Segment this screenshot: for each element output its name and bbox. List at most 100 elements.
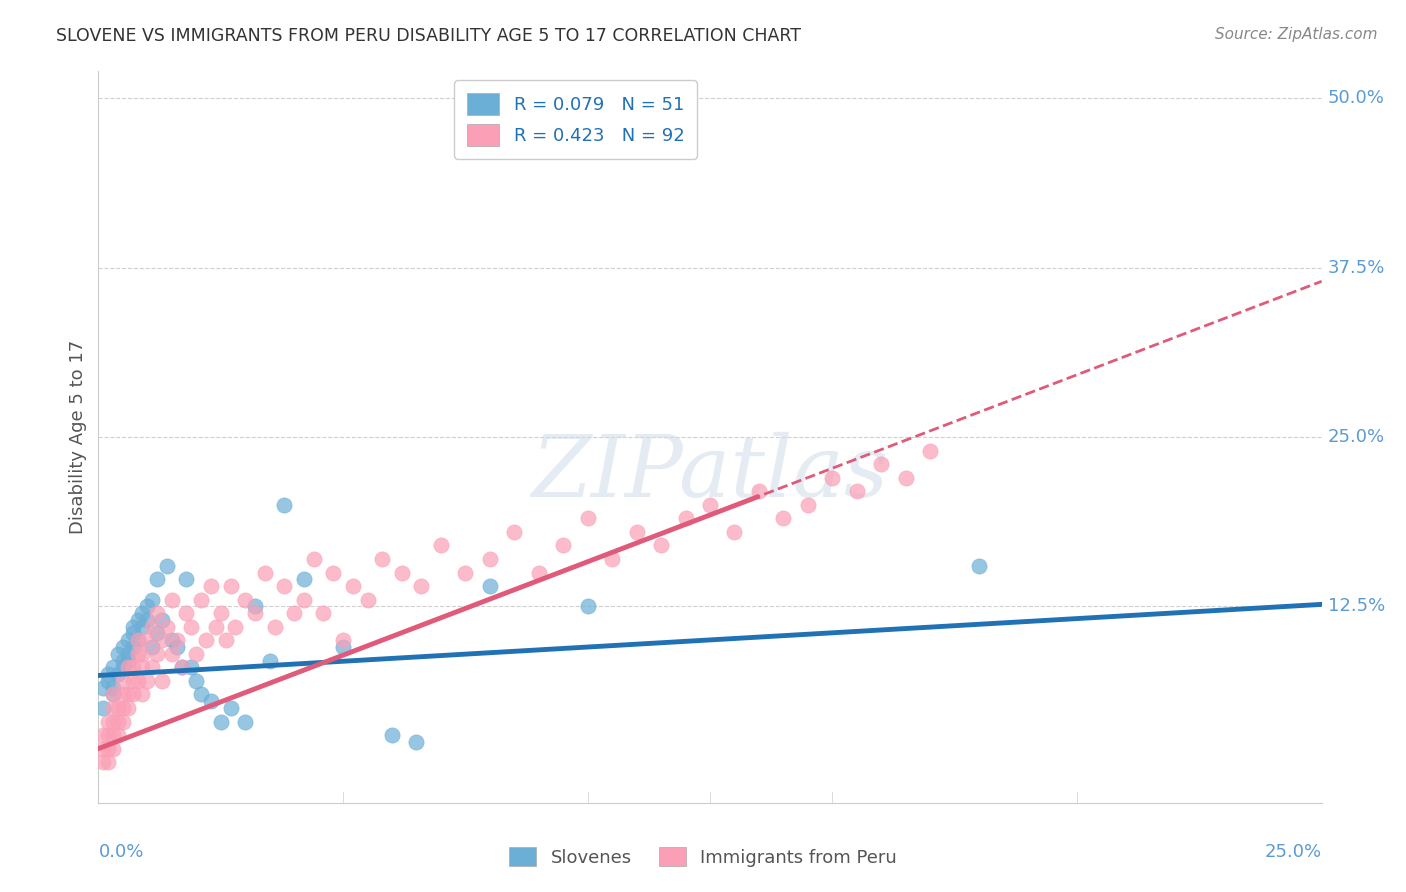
Point bbox=[136, 599, 159, 614]
Point bbox=[411, 579, 433, 593]
Point bbox=[259, 654, 281, 668]
Point bbox=[527, 566, 550, 580]
Point bbox=[117, 660, 139, 674]
Point bbox=[503, 524, 526, 539]
Point bbox=[146, 626, 169, 640]
Point bbox=[156, 558, 179, 573]
Point bbox=[209, 714, 232, 729]
Point bbox=[894, 471, 917, 485]
Point bbox=[117, 701, 139, 715]
Point bbox=[131, 688, 153, 702]
Text: 12.5%: 12.5% bbox=[1327, 598, 1385, 615]
Point bbox=[101, 660, 124, 674]
Point bbox=[576, 599, 599, 614]
Text: 25.0%: 25.0% bbox=[1327, 428, 1385, 446]
Point bbox=[176, 572, 198, 586]
Point bbox=[342, 579, 364, 593]
Point bbox=[160, 633, 183, 648]
Point bbox=[131, 660, 153, 674]
Point bbox=[576, 511, 599, 525]
Point bbox=[146, 606, 169, 620]
Point bbox=[626, 524, 648, 539]
Point bbox=[146, 647, 169, 661]
Text: ZIPatlas: ZIPatlas bbox=[531, 433, 889, 515]
Point bbox=[121, 660, 143, 674]
Point bbox=[101, 728, 124, 742]
Point bbox=[91, 701, 114, 715]
Point bbox=[273, 579, 295, 593]
Point bbox=[214, 633, 236, 648]
Point bbox=[141, 620, 163, 634]
Point bbox=[136, 673, 159, 688]
Point bbox=[150, 633, 173, 648]
Point bbox=[292, 592, 315, 607]
Point bbox=[101, 714, 124, 729]
Point bbox=[136, 613, 159, 627]
Point bbox=[160, 592, 183, 607]
Text: 25.0%: 25.0% bbox=[1264, 843, 1322, 861]
Point bbox=[111, 688, 134, 702]
Legend: R = 0.079   N = 51, R = 0.423   N = 92: R = 0.079 N = 51, R = 0.423 N = 92 bbox=[454, 80, 697, 159]
Point bbox=[97, 741, 120, 756]
Point bbox=[127, 613, 149, 627]
Point bbox=[111, 701, 134, 715]
Point bbox=[243, 599, 266, 614]
Point bbox=[405, 735, 427, 749]
Text: Source: ZipAtlas.com: Source: ZipAtlas.com bbox=[1215, 27, 1378, 42]
Point bbox=[91, 681, 114, 695]
Point bbox=[356, 592, 378, 607]
Point bbox=[186, 673, 208, 688]
Point bbox=[97, 755, 120, 769]
Point bbox=[111, 654, 134, 668]
Point bbox=[870, 457, 893, 471]
Point bbox=[233, 592, 256, 607]
Point bbox=[101, 688, 124, 702]
Point bbox=[166, 640, 188, 654]
Point bbox=[127, 633, 149, 648]
Point bbox=[97, 673, 120, 688]
Point bbox=[101, 681, 124, 695]
Point bbox=[127, 633, 149, 648]
Point bbox=[166, 633, 188, 648]
Legend: Slovenes, Immigrants from Peru: Slovenes, Immigrants from Peru bbox=[502, 840, 904, 874]
Point bbox=[209, 606, 232, 620]
Point bbox=[371, 552, 394, 566]
Point bbox=[121, 640, 143, 654]
Point bbox=[111, 640, 134, 654]
Point bbox=[219, 701, 242, 715]
Point bbox=[322, 566, 344, 580]
Point bbox=[146, 572, 169, 586]
Point bbox=[101, 688, 124, 702]
Point bbox=[111, 714, 134, 729]
Point bbox=[283, 606, 305, 620]
Point bbox=[273, 498, 295, 512]
Point bbox=[156, 620, 179, 634]
Point bbox=[107, 714, 129, 729]
Point bbox=[107, 701, 129, 715]
Point bbox=[391, 566, 413, 580]
Point bbox=[117, 647, 139, 661]
Point bbox=[117, 654, 139, 668]
Point bbox=[141, 660, 163, 674]
Point bbox=[121, 673, 143, 688]
Point bbox=[243, 606, 266, 620]
Point bbox=[302, 552, 325, 566]
Point bbox=[91, 741, 114, 756]
Point bbox=[117, 688, 139, 702]
Point bbox=[233, 714, 256, 729]
Point bbox=[190, 592, 212, 607]
Point bbox=[723, 524, 745, 539]
Point bbox=[205, 620, 228, 634]
Point bbox=[797, 498, 820, 512]
Point bbox=[478, 579, 501, 593]
Point bbox=[107, 667, 129, 681]
Point bbox=[195, 633, 218, 648]
Point bbox=[97, 728, 120, 742]
Point bbox=[136, 633, 159, 648]
Point bbox=[845, 484, 868, 499]
Point bbox=[180, 620, 202, 634]
Point bbox=[699, 498, 721, 512]
Point bbox=[200, 694, 222, 708]
Point bbox=[111, 660, 134, 674]
Point bbox=[117, 633, 139, 648]
